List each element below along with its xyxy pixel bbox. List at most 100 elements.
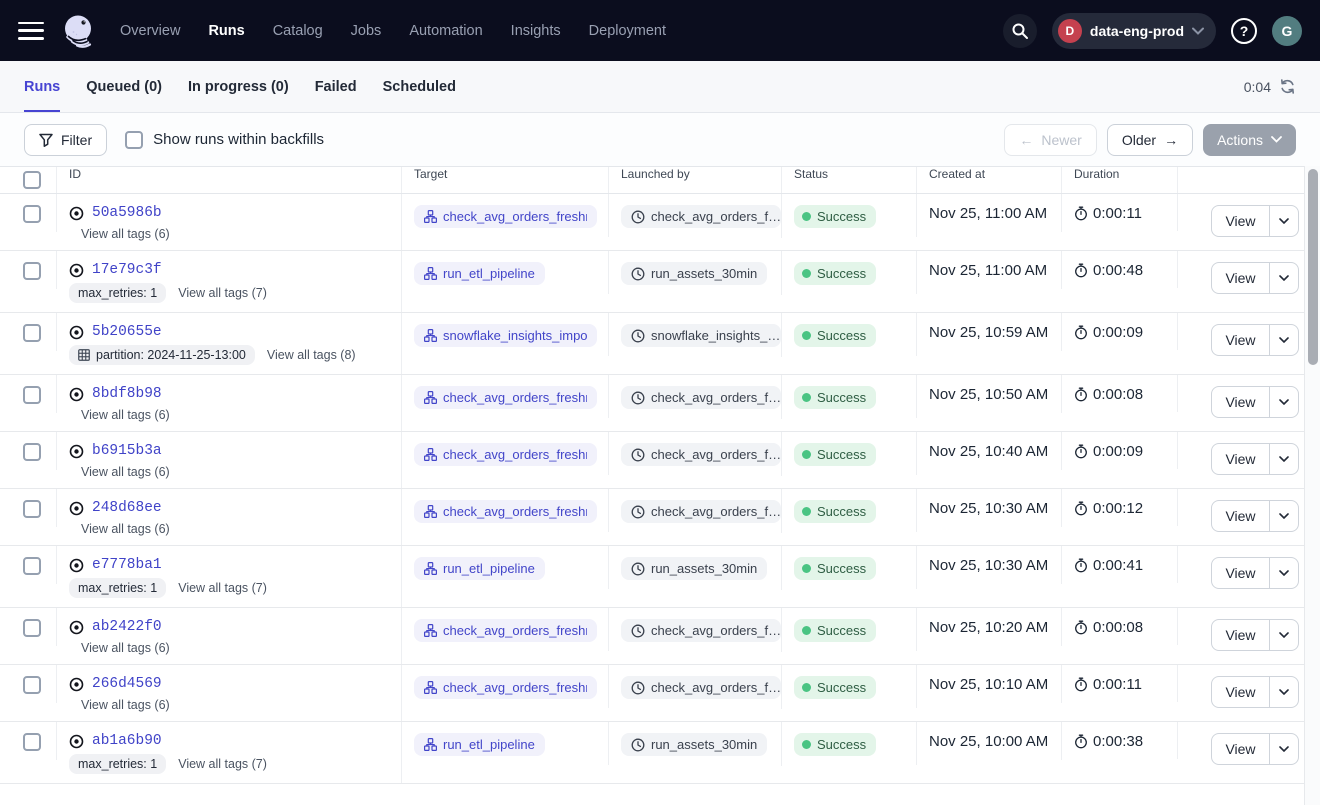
view-button[interactable]: View <box>1212 558 1268 588</box>
nav-item-automation[interactable]: Automation <box>409 23 482 39</box>
launched-by-pill[interactable]: check_avg_orders_f… <box>621 205 781 228</box>
tag-pill[interactable]: max_retries: 1 <box>69 754 166 774</box>
view-all-tags-link[interactable]: View all tags (6) <box>81 227 170 241</box>
dagster-logo[interactable] <box>60 12 98 50</box>
view-dropdown-button[interactable] <box>1269 677 1298 707</box>
view-all-tags-link[interactable]: View all tags (7) <box>178 757 267 771</box>
tag-pill[interactable]: max_retries: 1 <box>69 283 166 303</box>
row-checkbox[interactable] <box>23 324 41 342</box>
run-id-link[interactable]: 5b20655e <box>92 324 162 340</box>
status-badge[interactable]: Success <box>794 733 876 756</box>
run-id-link[interactable]: 266d4569 <box>92 676 162 692</box>
run-id-link[interactable]: ab2422f0 <box>92 619 162 635</box>
view-button[interactable]: View <box>1212 387 1268 417</box>
nav-item-insights[interactable]: Insights <box>511 23 561 39</box>
run-id-link[interactable]: 50a5986b <box>92 205 162 221</box>
view-all-tags-link[interactable]: View all tags (8) <box>267 348 356 362</box>
launched-by-pill[interactable]: snowflake_insights_… <box>621 324 781 347</box>
target-pill[interactable]: run_etl_pipeline <box>414 557 545 580</box>
run-id-link[interactable]: b6915b3a <box>92 443 162 459</box>
view-button[interactable]: View <box>1212 734 1268 764</box>
tab-runs[interactable]: Runs <box>24 61 60 112</box>
row-checkbox[interactable] <box>23 733 41 751</box>
search-button[interactable] <box>1003 14 1037 48</box>
view-dropdown-button[interactable] <box>1269 206 1298 236</box>
view-dropdown-button[interactable] <box>1269 325 1298 355</box>
target-pill[interactable]: run_etl_pipeline <box>414 262 545 285</box>
launched-by-pill[interactable]: run_assets_30min <box>621 733 767 756</box>
row-checkbox[interactable] <box>23 386 41 404</box>
row-checkbox[interactable] <box>23 262 41 280</box>
target-pill[interactable]: check_avg_orders_freshne <box>414 500 597 523</box>
view-dropdown-button[interactable] <box>1269 734 1298 764</box>
tab-in-progress-0[interactable]: In progress (0) <box>188 61 289 112</box>
user-avatar[interactable]: G <box>1272 16 1302 46</box>
row-checkbox[interactable] <box>23 500 41 518</box>
nav-item-runs[interactable]: Runs <box>208 23 244 39</box>
run-id-link[interactable]: 248d68ee <box>92 500 162 516</box>
launched-by-pill[interactable]: check_avg_orders_f… <box>621 676 781 699</box>
status-badge[interactable]: Success <box>794 386 876 409</box>
view-dropdown-button[interactable] <box>1269 263 1298 293</box>
view-all-tags-link[interactable]: View all tags (6) <box>81 408 170 422</box>
nav-item-overview[interactable]: Overview <box>120 23 180 39</box>
view-button[interactable]: View <box>1212 501 1268 531</box>
show-backfills-checkbox[interactable] <box>125 131 143 149</box>
launched-by-pill[interactable]: check_avg_orders_f… <box>621 443 781 466</box>
actions-button[interactable]: Actions <box>1203 124 1296 156</box>
launched-by-pill[interactable]: check_avg_orders_f… <box>621 500 781 523</box>
tag-pill[interactable]: max_retries: 1 <box>69 578 166 598</box>
launched-by-pill[interactable]: run_assets_30min <box>621 262 767 285</box>
view-all-tags-link[interactable]: View all tags (6) <box>81 465 170 479</box>
newer-button[interactable]: ← Newer <box>1004 124 1096 156</box>
view-all-tags-link[interactable]: View all tags (6) <box>81 522 170 536</box>
row-checkbox[interactable] <box>23 676 41 694</box>
view-button[interactable]: View <box>1212 325 1268 355</box>
status-badge[interactable]: Success <box>794 443 876 466</box>
view-button[interactable]: View <box>1212 206 1268 236</box>
status-badge[interactable]: Success <box>794 205 876 228</box>
target-pill[interactable]: snowflake_insights_import <box>414 324 597 347</box>
launched-by-pill[interactable]: check_avg_orders_f… <box>621 619 781 642</box>
run-id-link[interactable]: e7778ba1 <box>92 557 162 573</box>
view-all-tags-link[interactable]: View all tags (7) <box>178 286 267 300</box>
nav-item-deployment[interactable]: Deployment <box>589 23 666 39</box>
view-dropdown-button[interactable] <box>1269 620 1298 650</box>
view-all-tags-link[interactable]: View all tags (6) <box>81 698 170 712</box>
target-pill[interactable]: run_etl_pipeline <box>414 733 545 756</box>
nav-item-jobs[interactable]: Jobs <box>351 23 382 39</box>
run-id-link[interactable]: ab1a6b90 <box>92 733 162 749</box>
tab-queued-0[interactable]: Queued (0) <box>86 61 162 112</box>
view-button[interactable]: View <box>1212 677 1268 707</box>
row-checkbox[interactable] <box>23 443 41 461</box>
view-button[interactable]: View <box>1212 444 1268 474</box>
status-badge[interactable]: Success <box>794 557 876 580</box>
refresh-icon[interactable] <box>1279 78 1296 95</box>
view-dropdown-button[interactable] <box>1269 501 1298 531</box>
view-button[interactable]: View <box>1212 263 1268 293</box>
launched-by-pill[interactable]: run_assets_30min <box>621 557 767 580</box>
select-all-checkbox[interactable] <box>23 171 41 189</box>
status-badge[interactable]: Success <box>794 619 876 642</box>
status-badge[interactable]: Success <box>794 262 876 285</box>
status-badge[interactable]: Success <box>794 676 876 699</box>
help-button[interactable]: ? <box>1231 18 1257 44</box>
tab-failed[interactable]: Failed <box>315 61 357 112</box>
target-pill[interactable]: check_avg_orders_freshne <box>414 443 597 466</box>
status-badge[interactable]: Success <box>794 500 876 523</box>
older-button[interactable]: Older → <box>1107 124 1193 156</box>
target-pill[interactable]: check_avg_orders_freshne <box>414 205 597 228</box>
launched-by-pill[interactable]: check_avg_orders_f… <box>621 386 781 409</box>
filter-button[interactable]: Filter <box>24 124 107 156</box>
view-dropdown-button[interactable] <box>1269 444 1298 474</box>
row-checkbox[interactable] <box>23 205 41 223</box>
target-pill[interactable]: check_avg_orders_freshne <box>414 619 597 642</box>
view-all-tags-link[interactable]: View all tags (7) <box>178 581 267 595</box>
view-dropdown-button[interactable] <box>1269 387 1298 417</box>
tag-pill[interactable]: partition: 2024-11-25-13:00 <box>69 345 255 365</box>
tab-scheduled[interactable]: Scheduled <box>383 61 456 112</box>
target-pill[interactable]: check_avg_orders_freshne <box>414 386 597 409</box>
run-id-link[interactable]: 17e79c3f <box>92 262 162 278</box>
deployment-switcher[interactable]: D data-eng-prod <box>1052 13 1216 49</box>
view-button[interactable]: View <box>1212 620 1268 650</box>
